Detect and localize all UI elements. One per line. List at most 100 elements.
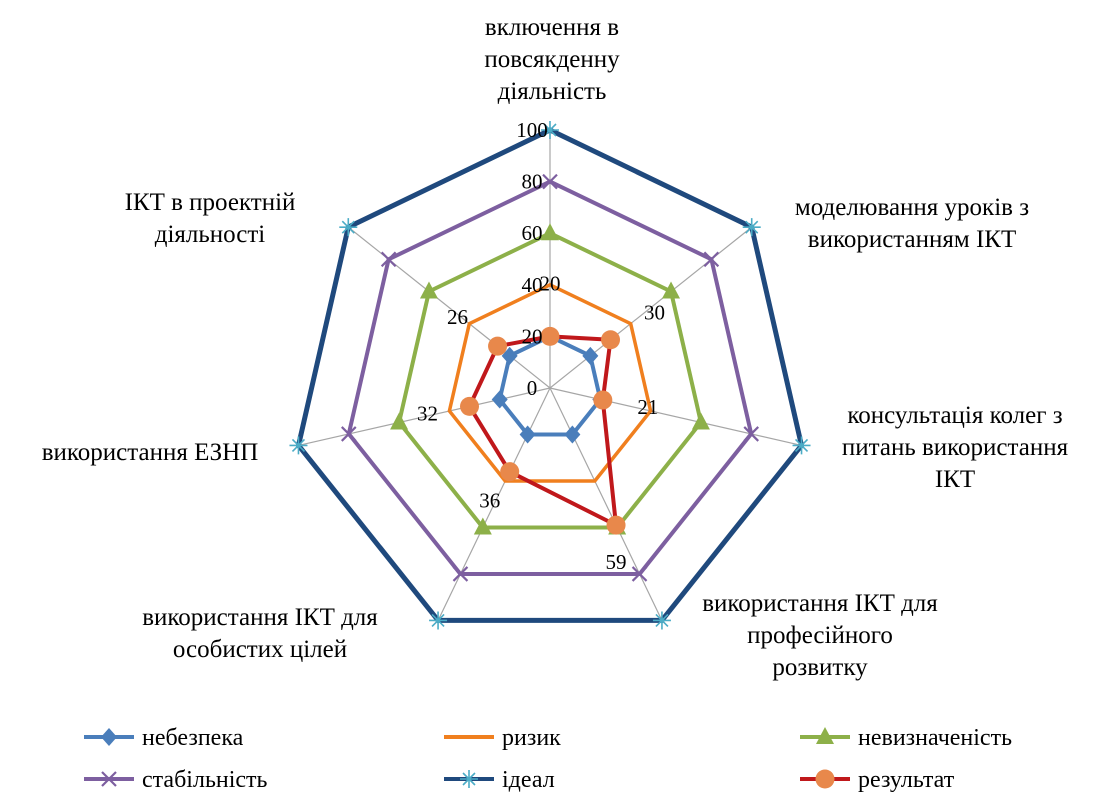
data-label: 20 (540, 271, 561, 295)
data-point (501, 346, 518, 365)
axis-spoke (437, 387, 551, 621)
data-point (582, 346, 599, 365)
axis-label-line: консультація колег з (847, 402, 1062, 429)
data-point (460, 770, 478, 788)
legend-label: небезпека (142, 725, 244, 751)
data-labels: 20 30 21 59 36 32 26 (417, 271, 665, 574)
data-label: 36 (479, 489, 500, 513)
data-point (540, 326, 560, 346)
legend-item-ризик: ризик (444, 725, 561, 751)
data-point (631, 566, 648, 582)
data-point (340, 426, 357, 442)
data-point (601, 330, 621, 350)
data-point (792, 436, 811, 455)
series-line-стабільність (346, 179, 754, 576)
data-point (101, 728, 117, 746)
data-point (491, 390, 508, 409)
radar-series (295, 127, 805, 623)
legend-item-небезпека: небезпека (84, 725, 244, 751)
radar-axes (298, 130, 802, 621)
data-point (101, 771, 117, 787)
series-line-результат (467, 334, 619, 529)
data-point (652, 611, 671, 630)
legend-item-результат: результат (800, 767, 955, 793)
legend-label: стабільність (142, 767, 268, 793)
legend-label: ризик (502, 725, 561, 751)
axis-label-line: розвитку (772, 654, 868, 681)
data-label: 59 (606, 550, 627, 574)
tick-label: 40 (522, 273, 543, 297)
legend-label: невизначеність (858, 725, 1012, 751)
legend-label: результат (858, 767, 955, 793)
axis-label-line: професійного (747, 622, 893, 649)
axis-label-a1: моделювання уроків з використанням ІКТ (795, 194, 1029, 253)
data-point (593, 390, 613, 410)
data-point (339, 218, 358, 237)
data-point (542, 173, 558, 190)
tick-label: 0 (527, 376, 538, 400)
data-label: 21 (637, 395, 658, 419)
axis-label-line: використання ІКТ для (142, 604, 378, 631)
tick-label: 100 (516, 118, 548, 142)
data-point (519, 425, 536, 444)
axis-label-line: повсякденну (484, 46, 620, 73)
data-point (742, 218, 761, 237)
axis-label-a3: використання ІКТ для професійного розвитку (702, 590, 938, 681)
axis-label-line: питань використання (842, 434, 1069, 461)
axis-label-line: використанням ІКТ (808, 226, 1016, 253)
axis-label-line: діяльності (155, 221, 266, 248)
radar-ticks: 0 20 40 60 80 100 (516, 118, 548, 400)
data-point (662, 281, 681, 299)
data-point (380, 251, 397, 268)
data-point (541, 121, 559, 139)
series-line-ідеал (295, 127, 805, 623)
axis-label-a0: включення в повсякденну діяльність (484, 14, 620, 105)
data-point (500, 462, 520, 482)
data-point (429, 611, 448, 630)
tick-label: 20 (522, 324, 543, 348)
axis-spoke (549, 387, 663, 621)
legend-item-стабільність: стабільність (84, 767, 268, 793)
axis-label-a2: консультація колег з питань використання І… (842, 402, 1069, 493)
data-point (488, 336, 508, 356)
data-point (691, 412, 710, 430)
data-point (541, 223, 559, 241)
data-label: 26 (447, 305, 468, 329)
data-point (473, 517, 492, 535)
axis-label-line: включення в (485, 14, 619, 41)
series-line-небезпека (497, 334, 603, 437)
legend-label: ідеал (502, 767, 555, 793)
data-point (816, 727, 834, 744)
axis-label-line: ІКТ в проектній (125, 189, 296, 216)
radar-markers (289, 121, 811, 630)
axis-label-line: використання ЕЗНП (42, 439, 259, 466)
data-point (703, 251, 720, 268)
data-point (815, 769, 835, 789)
legend: небезпека ризик невизначеність стабільність… (84, 725, 1012, 793)
data-point (743, 426, 760, 442)
data-point (564, 425, 581, 444)
data-point (452, 566, 469, 582)
tick-label: 60 (522, 221, 543, 245)
legend-item-невизначеність: невизначеність (800, 725, 1012, 751)
axis-labels: включення в повсякденну діяльність моделюва… (42, 14, 1069, 681)
legend-item-ідеал: ідеал (444, 767, 555, 793)
axis-label-a6: ІКТ в проектній діяльності (125, 189, 296, 248)
data-point (289, 436, 308, 455)
axis-label-line: ІКТ (935, 466, 975, 493)
data-label: 32 (417, 401, 438, 425)
axis-spoke (549, 387, 802, 446)
data-point (390, 412, 409, 430)
axis-label-line: особистих цілей (173, 636, 347, 663)
axis-spoke (298, 387, 551, 446)
tick-label: 80 (522, 170, 543, 194)
data-point (460, 396, 480, 416)
axis-label-line: моделювання уроків з (795, 194, 1029, 221)
data-point (606, 515, 626, 535)
axis-label-line: діяльність (498, 78, 607, 105)
axis-label-a4: використання ІКТ для особистих цілей (142, 604, 378, 663)
series-line-невизначеність (396, 230, 704, 530)
data-point (419, 281, 438, 299)
series-line-ризик (447, 282, 653, 483)
